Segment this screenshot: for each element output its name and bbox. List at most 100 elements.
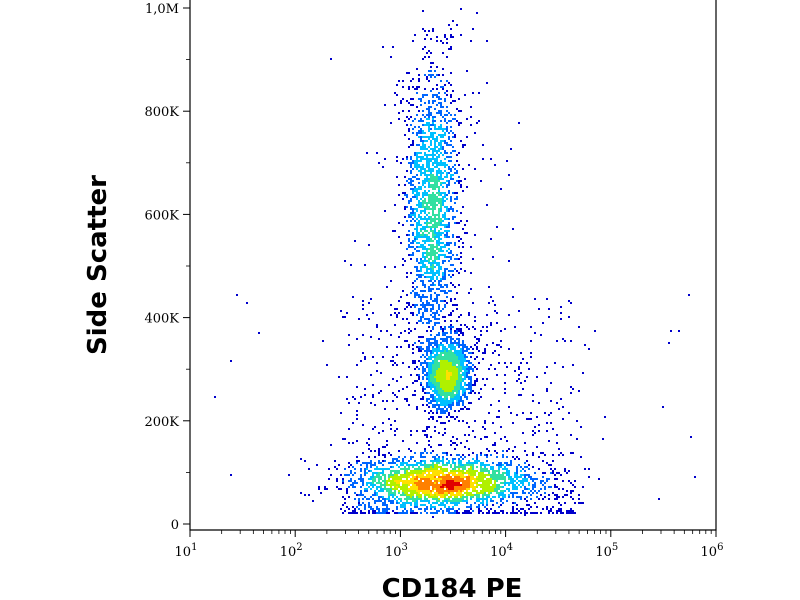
- event-point: [468, 474, 470, 476]
- event-point: [420, 452, 422, 454]
- event-point: [436, 96, 438, 98]
- event-point: [398, 486, 400, 488]
- event-point: [428, 232, 430, 234]
- event-point: [470, 124, 472, 126]
- event-point: [384, 502, 386, 504]
- event-point: [508, 484, 510, 486]
- event-point: [436, 128, 438, 130]
- event-point: [352, 482, 354, 484]
- event-point: [422, 244, 424, 246]
- event-point: [504, 496, 506, 498]
- event-point: [424, 190, 426, 192]
- event-point: [486, 490, 488, 492]
- event-point: [402, 80, 404, 82]
- event-point: [450, 440, 452, 442]
- event-point: [422, 142, 424, 144]
- event-point: [432, 202, 434, 204]
- event-point: [430, 272, 432, 274]
- event-point: [416, 218, 418, 220]
- event-point: [470, 470, 472, 472]
- event-point: [434, 284, 436, 286]
- event-point: [448, 144, 450, 146]
- event-point: [362, 494, 364, 496]
- event-point: [420, 300, 422, 302]
- event-point: [424, 370, 426, 372]
- event-point: [462, 348, 464, 350]
- event-point: [436, 350, 438, 352]
- event-point: [478, 340, 480, 342]
- event-point: [418, 192, 420, 194]
- event-point: [438, 332, 440, 334]
- event-point: [524, 510, 526, 512]
- event-point: [470, 504, 472, 506]
- event-point: [446, 400, 448, 402]
- event-point: [440, 210, 442, 212]
- event-point: [426, 354, 428, 356]
- event-point: [430, 470, 432, 472]
- event-point: [604, 416, 606, 418]
- event-point: [412, 78, 414, 80]
- event-point: [438, 394, 440, 396]
- event-point: [454, 478, 456, 480]
- event-point: [560, 512, 562, 514]
- event-point: [430, 170, 432, 172]
- event-point: [414, 194, 416, 196]
- event-point: [442, 456, 444, 458]
- event-point: [552, 506, 554, 508]
- event-point: [372, 484, 374, 486]
- event-point: [412, 104, 414, 106]
- event-point: [476, 348, 478, 350]
- event-point: [532, 394, 534, 396]
- event-point: [466, 326, 468, 328]
- event-point: [472, 352, 474, 354]
- event-point: [430, 476, 432, 478]
- event-point: [444, 316, 446, 318]
- event-point: [450, 168, 452, 170]
- event-point: [452, 382, 454, 384]
- event-point: [414, 118, 416, 120]
- event-point: [408, 146, 410, 148]
- event-point: [492, 474, 494, 476]
- event-point: [410, 220, 412, 222]
- event-point: [480, 466, 482, 468]
- event-point: [458, 488, 460, 490]
- event-point: [464, 512, 466, 514]
- event-point: [506, 512, 508, 514]
- event-point: [494, 488, 496, 490]
- event-point: [452, 36, 454, 38]
- event-point: [496, 416, 498, 418]
- event-point: [392, 46, 394, 48]
- event-point: [434, 204, 436, 206]
- event-point: [230, 474, 232, 476]
- event-point: [442, 412, 444, 414]
- event-point: [406, 470, 408, 472]
- event-point: [412, 456, 414, 458]
- event-point: [476, 460, 478, 462]
- event-point: [358, 402, 360, 404]
- event-point: [432, 282, 434, 284]
- event-point: [412, 360, 414, 362]
- event-point: [430, 380, 432, 382]
- event-point: [432, 226, 434, 228]
- event-point: [430, 114, 432, 116]
- event-point: [320, 492, 322, 494]
- event-point: [488, 470, 490, 472]
- event-point: [598, 478, 600, 480]
- event-point: [454, 114, 456, 116]
- event-point: [424, 182, 426, 184]
- event-point: [438, 322, 440, 324]
- event-point: [446, 340, 448, 342]
- event-point: [422, 368, 424, 370]
- event-point: [410, 482, 412, 484]
- event-point: [450, 342, 452, 344]
- event-point: [408, 474, 410, 476]
- event-point: [346, 376, 348, 378]
- event-point: [434, 280, 436, 282]
- event-point: [442, 496, 444, 498]
- event-point: [438, 264, 440, 266]
- event-point: [434, 482, 436, 484]
- event-point: [538, 308, 540, 310]
- event-point: [408, 216, 410, 218]
- event-point: [420, 304, 422, 306]
- event-point: [428, 126, 430, 128]
